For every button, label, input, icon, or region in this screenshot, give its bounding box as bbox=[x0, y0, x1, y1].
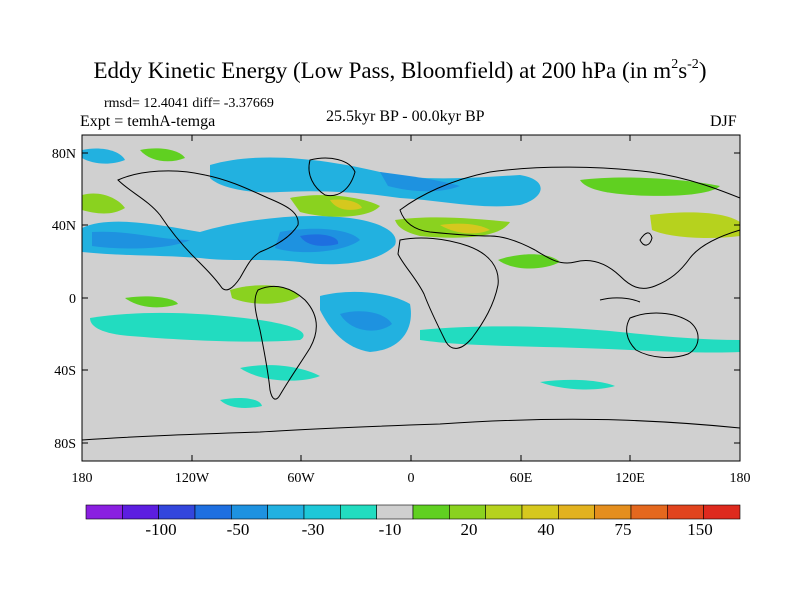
anomaly-field bbox=[82, 148, 740, 408]
stats-line: rmsd= 12.4041 diff= -3.37669 bbox=[104, 96, 274, 111]
colorbar-label: 75 bbox=[615, 520, 632, 539]
colorbar-swatch bbox=[231, 504, 268, 520]
north-atlantic-negative bbox=[82, 215, 396, 265]
south-atlantic-band bbox=[240, 365, 320, 381]
y-axis: 80N 40N 0 40S 80S bbox=[52, 147, 76, 452]
colorbar-swatch bbox=[412, 504, 450, 520]
y-tick-label: 0 bbox=[69, 292, 76, 307]
south-indian-band bbox=[540, 379, 615, 390]
colorbar-swatch bbox=[485, 504, 523, 520]
x-tick-label: 60W bbox=[287, 471, 315, 486]
tropical-atlantic-positive bbox=[230, 285, 300, 304]
colorbar-swatch bbox=[594, 504, 632, 520]
southern-indian-band bbox=[420, 326, 740, 353]
colorbar-label: -10 bbox=[379, 520, 402, 539]
arabia-positive bbox=[498, 254, 560, 269]
north-pacific-positive bbox=[82, 193, 125, 214]
siberia-positive bbox=[580, 177, 720, 196]
west-pacific-positive bbox=[650, 212, 740, 238]
polar-pacific-negative bbox=[82, 148, 125, 164]
colorbar-label: -30 bbox=[302, 520, 325, 539]
x-tick-label: 0 bbox=[408, 471, 415, 486]
north-atlantic-positive bbox=[290, 195, 380, 217]
colorbar-swatch bbox=[376, 504, 414, 520]
colorbar-swatch bbox=[122, 504, 159, 520]
colorbar-swatch bbox=[667, 504, 704, 520]
colorbar-swatch bbox=[703, 504, 741, 520]
x-tick-label: 120E bbox=[615, 471, 645, 486]
y-tick-label: 80N bbox=[52, 147, 76, 162]
x-tick-label: 180 bbox=[72, 471, 93, 486]
colorbar-label: 150 bbox=[687, 520, 713, 539]
arctic-core bbox=[380, 172, 460, 192]
coastlines bbox=[81, 157, 741, 441]
period-label: 25.5kyr BP - 00.0kyr BP bbox=[326, 108, 485, 125]
bering-positive bbox=[140, 148, 185, 162]
colorbar-swatch bbox=[267, 504, 305, 520]
colorbar-label: -50 bbox=[227, 520, 250, 539]
north-atlantic-peak-positive bbox=[330, 199, 362, 210]
colorbar-swatch bbox=[158, 504, 196, 520]
north-atlantic-peak bbox=[300, 234, 339, 246]
page-title: Eddy Kinetic Energy (Low Pass, Bloomfiel… bbox=[93, 57, 707, 84]
colorbar-swatch bbox=[194, 504, 232, 520]
tropical-pacific-positive bbox=[125, 296, 178, 308]
colorbar-swatch bbox=[558, 504, 595, 520]
south-atlantic-core bbox=[340, 311, 392, 331]
season-label: DJF bbox=[710, 113, 737, 130]
x-tick-label: 60E bbox=[510, 471, 533, 486]
x-tick-label: 120W bbox=[175, 471, 210, 486]
colorbar-swatch bbox=[521, 504, 559, 520]
tick-marks bbox=[81, 135, 741, 461]
colorbar-swatch bbox=[340, 504, 377, 520]
colorbar-label: 20 bbox=[461, 520, 478, 539]
x-axis: 180 120W 60W 0 60E 120E 180 bbox=[72, 471, 751, 486]
antarctic-patch bbox=[220, 398, 262, 408]
y-tick-label: 40N bbox=[52, 219, 76, 234]
experiment-label: Expt = temhA-temga bbox=[80, 113, 216, 130]
y-tick-label: 80S bbox=[54, 437, 76, 452]
north-pacific-negative bbox=[210, 157, 541, 207]
colorbar-label: 40 bbox=[538, 520, 555, 539]
colorbar-swatch bbox=[85, 504, 123, 520]
north-pacific-core bbox=[92, 231, 190, 249]
colorbar-swatch bbox=[630, 504, 668, 520]
colorbar bbox=[85, 504, 741, 520]
x-tick-label: 180 bbox=[730, 471, 751, 486]
colorbar-labels: -100 -50 -30 -10 20 40 75 150 bbox=[145, 520, 712, 539]
colorbar-swatch bbox=[303, 504, 341, 520]
colorbar-swatch bbox=[449, 504, 486, 520]
y-tick-label: 40S bbox=[54, 364, 76, 379]
mediterranean-peak bbox=[440, 223, 490, 234]
colorbar-label: -100 bbox=[145, 520, 176, 539]
south-pacific-band bbox=[90, 312, 304, 342]
